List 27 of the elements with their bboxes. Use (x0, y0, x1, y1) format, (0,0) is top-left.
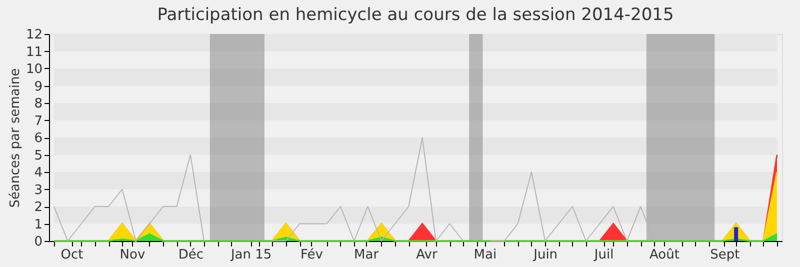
x-tick-label: Oct (60, 248, 84, 262)
y-tick-label: 6 (34, 131, 42, 146)
y-tick-label: 5 (34, 148, 42, 164)
y-tick-label: 9 (34, 79, 42, 94)
x-tick-label: Juil (593, 248, 614, 262)
x-tick-label: Août (649, 248, 680, 262)
x-tick-label: Mai (474, 248, 497, 262)
y-tick-label: 2 (34, 200, 42, 215)
x-tick-label: Mar (354, 248, 380, 262)
y-tick-label: 1 (34, 217, 42, 232)
y-tick-label: 7 (34, 114, 42, 129)
y-tick-label: 3 (34, 182, 42, 198)
y-axis-title: Séances par semaine (8, 68, 23, 208)
x-tick-label: Déc (178, 248, 204, 262)
x-tick-label: Fév (300, 248, 324, 262)
y-tick-label: 11 (26, 44, 42, 60)
x-tick-label: Nov (120, 248, 146, 262)
y-tick-label: 12 (26, 28, 42, 42)
x-tick-label: Juin (532, 248, 558, 262)
chart-title: Participation en hemicycle au cours de la session 2014-2015 (157, 5, 674, 25)
x-tick-label: Sept (710, 248, 740, 262)
y-tick-label: 8 (34, 96, 42, 112)
y-tick-label: 4 (34, 166, 42, 180)
y-tick-label: 0 (34, 234, 42, 250)
x-tick-label: Avr (416, 248, 438, 262)
x-tick-label: Jan 15 (230, 248, 272, 262)
y-tick-label: 10 (26, 62, 42, 77)
